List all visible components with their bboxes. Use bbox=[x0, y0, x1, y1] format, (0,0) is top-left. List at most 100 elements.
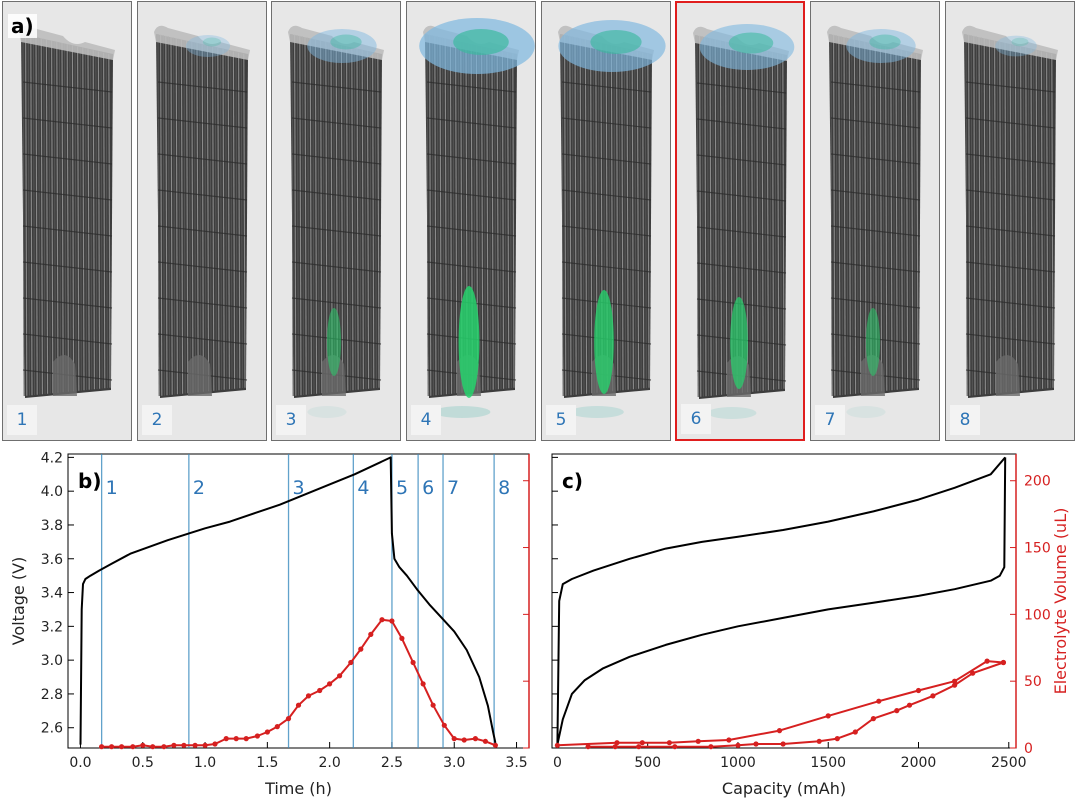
battery-render bbox=[827, 25, 923, 418]
electrode-layer bbox=[629, 49, 632, 390]
cell-top bbox=[827, 25, 923, 60]
electrode-layer bbox=[859, 40, 862, 394]
y-tick-label: 3.0 bbox=[41, 653, 63, 669]
render-panel-2: 2 bbox=[137, 1, 267, 441]
electrode-layer bbox=[846, 37, 849, 395]
electrode-layer bbox=[491, 48, 494, 390]
layer-band bbox=[561, 261, 652, 273]
volume-point bbox=[305, 693, 312, 699]
cell-bottom-bulge bbox=[53, 354, 77, 396]
volume-point bbox=[379, 617, 385, 623]
y2-tick-label: 200 bbox=[1024, 474, 1051, 490]
electrode-layer bbox=[766, 51, 769, 391]
scan-marker-label: 3 bbox=[293, 477, 305, 499]
layer-band bbox=[965, 225, 1056, 237]
electrode-layer bbox=[504, 51, 507, 389]
x-tick-label: 2500 bbox=[991, 755, 1027, 771]
voltage-discharge-line bbox=[556, 457, 1007, 745]
electrode-layer bbox=[636, 51, 640, 389]
volume-point bbox=[150, 744, 156, 750]
electrode-layer bbox=[178, 38, 181, 395]
x-tick-label: 1.5 bbox=[256, 755, 278, 771]
render-panel-7: 7 bbox=[810, 1, 940, 441]
electrode-layer bbox=[372, 52, 375, 389]
electrode-layer bbox=[1048, 53, 1051, 389]
electrode-layer bbox=[774, 52, 777, 390]
electrode-layer bbox=[320, 40, 323, 394]
electrode-layer bbox=[325, 41, 328, 393]
electrode-layer bbox=[1043, 51, 1046, 389]
layer-band bbox=[561, 225, 652, 237]
volume-discharge-point bbox=[708, 744, 714, 750]
layer-band bbox=[291, 117, 382, 129]
electrode-layer bbox=[769, 51, 772, 391]
electrode-layer bbox=[84, 48, 88, 391]
electrolyte-plume bbox=[458, 286, 480, 398]
volume-charge-point bbox=[614, 740, 620, 746]
volume-point bbox=[441, 722, 447, 728]
electrode-layer bbox=[431, 35, 434, 396]
electrode-layer bbox=[751, 47, 754, 392]
scan-marker-label: 2 bbox=[193, 477, 205, 499]
cell-top bbox=[19, 25, 115, 60]
electrode-layer bbox=[647, 53, 650, 388]
electrode-layer bbox=[478, 45, 481, 392]
electrode-layer bbox=[175, 38, 178, 395]
volume-point bbox=[254, 733, 260, 739]
electrode-layer bbox=[851, 38, 854, 395]
electrolyte-cloud bbox=[846, 29, 916, 63]
electrode-layer bbox=[294, 34, 297, 396]
electrode-layer bbox=[1004, 42, 1007, 393]
volume-charge-point bbox=[876, 698, 882, 704]
electrode-layer bbox=[488, 48, 492, 391]
electrolyte-plume bbox=[730, 297, 748, 389]
volume-charge-point bbox=[554, 742, 560, 748]
volume-point bbox=[399, 635, 405, 641]
electrode-layer bbox=[999, 41, 1002, 393]
electrode-layer bbox=[712, 38, 715, 396]
electrode-layer bbox=[1030, 48, 1033, 390]
y2-tick-label: 100 bbox=[1024, 607, 1051, 623]
electrolyte-core bbox=[330, 34, 362, 50]
electrode-layer bbox=[564, 34, 567, 396]
electrode-layer bbox=[1009, 44, 1012, 392]
electrode-layer bbox=[27, 35, 30, 396]
electrode-layer bbox=[95, 50, 98, 390]
volume-point bbox=[171, 742, 177, 748]
electrolyte-drip bbox=[846, 406, 886, 418]
electrode-layer bbox=[312, 38, 315, 395]
volume-point bbox=[295, 702, 302, 708]
electrode-layer bbox=[758, 49, 762, 392]
electrode-layer bbox=[322, 41, 325, 394]
x-tick-label: 0.0 bbox=[69, 755, 91, 771]
x-axis-label: Capacity (mAh) bbox=[722, 779, 846, 798]
electrode-layer bbox=[452, 39, 455, 394]
electrode-layer bbox=[361, 50, 364, 390]
electrode-layer bbox=[90, 49, 93, 390]
volume-point bbox=[348, 659, 354, 666]
electrode-layer bbox=[214, 47, 217, 391]
electrode-layer bbox=[374, 53, 377, 389]
scan-marker-label: 7 bbox=[447, 477, 459, 499]
layer-band bbox=[22, 333, 113, 345]
x-tick-label: 3.5 bbox=[505, 755, 527, 771]
volume-point bbox=[337, 673, 343, 679]
electrode-layer bbox=[890, 47, 893, 391]
electrode-layer bbox=[1014, 45, 1018, 392]
electrode-layer bbox=[905, 51, 909, 389]
x-tick-label: 1000 bbox=[720, 755, 756, 771]
electrode-layer bbox=[366, 51, 370, 389]
electrode-layer bbox=[864, 41, 867, 393]
volume-point bbox=[181, 742, 187, 748]
electrode-layer bbox=[501, 51, 505, 389]
electrode-layer bbox=[191, 41, 194, 393]
layer-band bbox=[561, 189, 652, 201]
volume-point bbox=[482, 738, 488, 744]
volume-point bbox=[192, 742, 198, 748]
electrode-layer bbox=[1027, 48, 1031, 391]
electrode-layer bbox=[481, 46, 484, 391]
electrolyte-core bbox=[202, 37, 222, 47]
layer-band bbox=[426, 81, 517, 93]
electrode-layer bbox=[895, 48, 898, 390]
x-tick-label: 1500 bbox=[810, 755, 846, 771]
